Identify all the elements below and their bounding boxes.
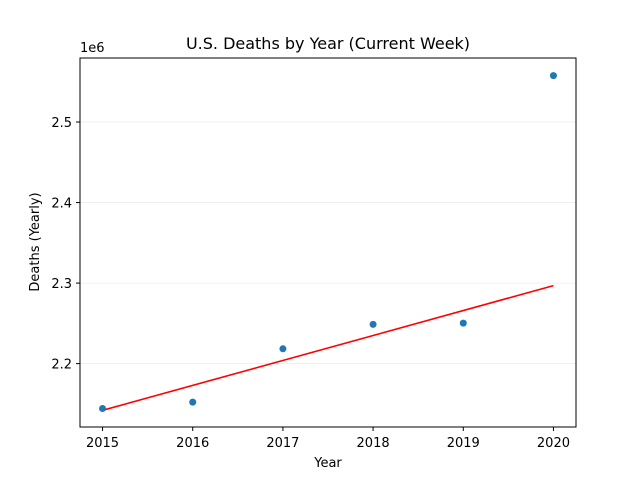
x-tick-label: 2018 xyxy=(357,436,390,451)
scatter-point xyxy=(459,319,467,327)
data-points xyxy=(99,72,557,412)
scatter-point xyxy=(369,320,377,328)
y-axis-label: Deaths (Yearly) xyxy=(28,192,43,291)
scatter-point xyxy=(549,72,557,80)
x-tick-label: 2020 xyxy=(537,436,570,451)
scatter-point xyxy=(279,345,287,353)
trend-line xyxy=(102,284,554,412)
y-tick-label: 2.2 xyxy=(51,358,72,373)
x-axis-label: Year xyxy=(313,456,342,471)
y-tick-label: 2.4 xyxy=(51,197,72,212)
y-axis-ticks: 2.2 2.3 2.4 2.5 xyxy=(51,116,80,373)
scatter-point xyxy=(99,404,107,412)
y-axis-offset-label: 1e6 xyxy=(80,41,105,56)
x-tick-label: 2016 xyxy=(176,436,209,451)
trend-line-group xyxy=(102,284,554,412)
y-tick-label: 2.3 xyxy=(51,277,72,292)
x-tick-label: 2015 xyxy=(86,436,119,451)
gridlines xyxy=(80,121,576,365)
x-axis-ticks: 2015 2016 2017 2018 2019 2020 xyxy=(86,427,570,451)
x-tick-label: 2017 xyxy=(266,436,299,451)
chart-title: U.S. Deaths by Year (Current Week) xyxy=(186,34,470,53)
x-tick-label: 2019 xyxy=(447,436,480,451)
scatter-point xyxy=(189,398,197,406)
y-tick-label: 2.5 xyxy=(51,116,72,131)
plot-frame xyxy=(79,57,577,428)
